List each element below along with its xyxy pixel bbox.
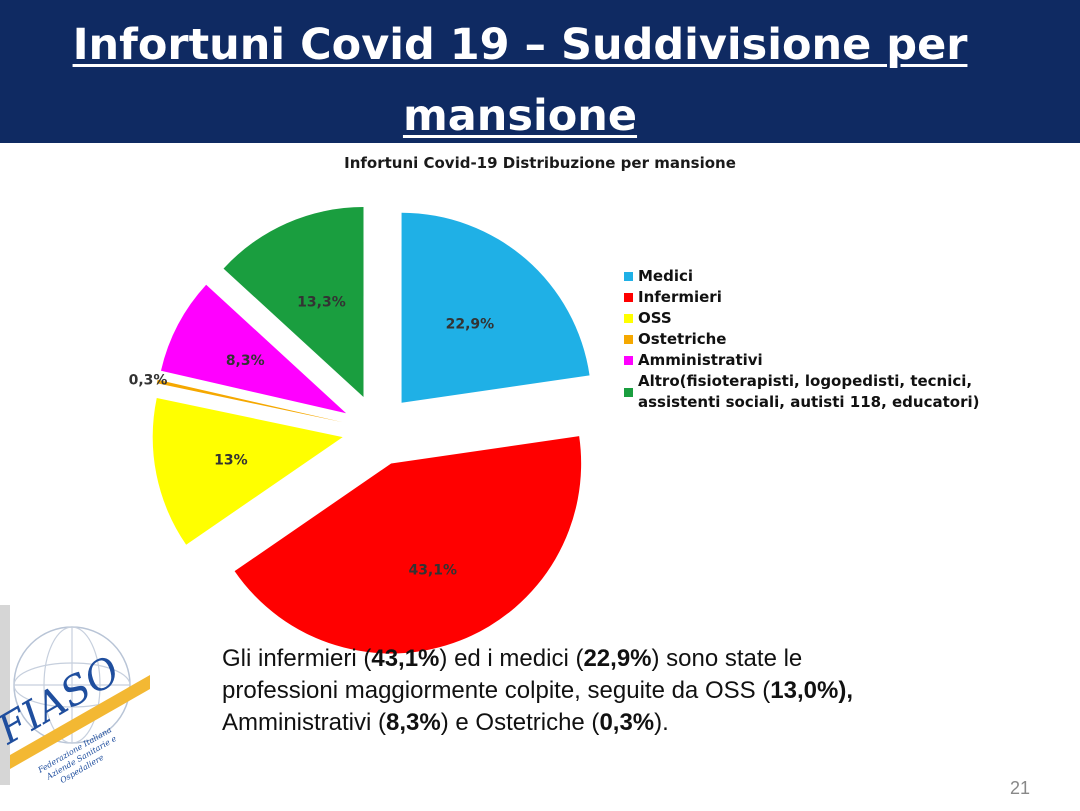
legend-swatch [624, 314, 633, 323]
caption-value: 22,9% [583, 645, 652, 672]
caption-value: 43,1% [371, 645, 440, 672]
legend-swatch [624, 388, 633, 397]
caption-text: Gli infermieri ( [222, 645, 372, 672]
legend-item-infermieri: Infermieri [624, 287, 1004, 308]
page-number: 21 [1010, 778, 1031, 798]
legend-label: Infermieri [638, 288, 722, 306]
fiaso-logo-graphic: FIASO Federazione Italiana Aziende Sanit… [0, 605, 150, 785]
legend-swatch [624, 335, 633, 344]
slice-infermieri [234, 436, 582, 654]
caption-text: Amministrativi ( [222, 709, 387, 736]
legend-item-amministrativi: Amministrativi [624, 350, 1004, 371]
legend-item-oss: OSS [624, 308, 1004, 329]
legend-label: Medici [638, 267, 694, 285]
legend-swatch [624, 272, 633, 281]
caption-text: ) sono state le professioni maggiormente… [222, 645, 803, 704]
chart-legend: Medici Infermieri OSS Ostetriche Amminis… [624, 266, 1004, 413]
fiaso-logo: FIASO Federazione Italiana Aziende Sanit… [0, 605, 150, 790]
caption-value: 8,3% [386, 709, 441, 736]
slide-caption: Gli infermieri (43,1%) ed i medici (22,9… [222, 643, 902, 739]
slice-oss [152, 398, 343, 545]
chart-title: Infortuni Covid-19 Distribuzione per man… [344, 154, 736, 172]
title-banner: Infortuni Covid 19 – Suddivisione per ma… [0, 0, 1080, 143]
legend-label: Ostetriche [638, 330, 727, 348]
slice-medici [401, 212, 590, 403]
legend-item-medici: Medici [624, 266, 1004, 287]
slice-label-infermieri: 43,1% [408, 563, 457, 579]
caption-text: ) e Ostetriche ( [440, 709, 600, 736]
caption-text: ) ed i medici ( [439, 645, 584, 672]
legend-label: Amministrativi [638, 351, 763, 369]
legend-item-ostetriche: Ostetriche [624, 329, 1004, 350]
caption-value: 13,0%), [770, 677, 854, 704]
slice-ostetriche [156, 379, 343, 423]
legend-label: OSS [638, 309, 672, 327]
caption-value: 0,3% [599, 709, 655, 736]
slice-label-amministrativi: 8,3% [226, 353, 265, 369]
caption-text: ). [654, 709, 669, 736]
slice-altro [223, 207, 364, 398]
slice-label-oss: 13% [214, 452, 248, 468]
slice-label-altro: 13,3% [297, 294, 346, 310]
slice-amministrativi [160, 284, 347, 414]
slice-label-ostetriche: 0,3% [129, 372, 168, 388]
slide-title: Infortuni Covid 19 – Suddivisione per ma… [72, 20, 968, 141]
slice-label-medici: 22,9% [446, 317, 495, 333]
legend-item-altro: Altro(fisioterapisti, logopedisti, tecni… [624, 371, 1004, 413]
legend-swatch [624, 293, 633, 302]
legend-label: Altro(fisioterapisti, logopedisti, tecni… [638, 372, 980, 411]
legend-swatch [624, 356, 633, 365]
